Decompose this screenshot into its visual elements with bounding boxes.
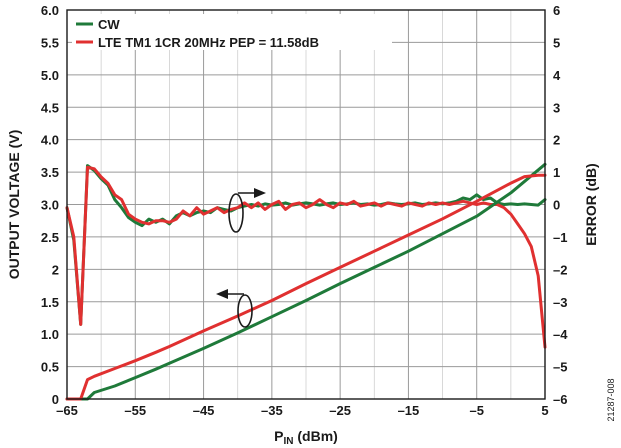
y-left-tick-label: 0 [52, 392, 59, 407]
y-left-tick-label: 6.0 [41, 3, 59, 18]
y-right-tick-label: 4 [553, 68, 561, 83]
y-right-tick-label: 3 [553, 100, 560, 115]
legend-background [72, 14, 392, 32]
x-tick-label: –45 [193, 403, 215, 418]
annotations [216, 188, 266, 328]
arrow-left-icon [216, 289, 228, 299]
series-line-0 [65, 164, 547, 326]
y-right-tick-label: 1 [553, 165, 560, 180]
figure-code: 21287-008 [606, 378, 616, 421]
y-right-tick-label: –3 [553, 295, 567, 310]
y-axis-left-title: OUTPUT VOLTAGE (V) [6, 130, 22, 280]
series-line-3 [65, 173, 547, 401]
legend-label: LTE TM1 1CR 20MHz PEP = 11.58dB [98, 35, 319, 50]
voltage-axis-indicator-ellipse [237, 294, 253, 328]
legend: CW LTE TM1 1CR 20MHz PEP = 11.58dB [72, 14, 392, 50]
y-left-tick-label: 4.0 [41, 133, 59, 148]
y-right-tick-label: –1 [553, 230, 567, 245]
legend-background [72, 32, 392, 50]
series-line-1 [65, 165, 547, 349]
x-tick-label: 5 [541, 403, 548, 418]
x-tick-label: –65 [56, 403, 78, 418]
y-left-tick-label: 3.0 [41, 198, 59, 213]
legend-label: CW [98, 17, 120, 32]
y-left-tick-label: 1.0 [41, 327, 59, 342]
y-right-tick-label: –4 [553, 327, 568, 342]
y-left-tick-label: 2.5 [41, 230, 59, 245]
x-tick-label: –35 [261, 403, 283, 418]
y-right-tick-label: –5 [553, 360, 567, 375]
x-tick-label: –5 [469, 403, 483, 418]
y-right-tick-label: 2 [553, 133, 560, 148]
x-axis-title-unit: (dBm) [294, 428, 338, 444]
plot-frame [66, 9, 546, 400]
y-right-tick-label: 5 [553, 35, 560, 50]
y-right-tick-label: 0 [553, 198, 560, 213]
x-axis-title-subscript: IN [284, 436, 294, 447]
y-left-tick-label: 1.5 [41, 295, 59, 310]
tick-labels: –65 –55 –45 –35 –25 –15 –5 500.51.01.522.53.03.… [41, 3, 568, 418]
x-tick-label: –55 [124, 403, 146, 418]
y-axis-right-title: ERROR (dB) [583, 163, 599, 245]
y-left-tick-label: 4.5 [41, 100, 59, 115]
x-tick-label: –25 [329, 403, 351, 418]
y-left-tick-label: 2 [52, 262, 59, 277]
error-axis-indicator-ellipse [228, 193, 244, 233]
x-tick-label: –15 [398, 403, 420, 418]
y-right-tick-label: –6 [553, 392, 567, 407]
y-left-tick-label: 3.5 [41, 165, 59, 180]
y-right-tick-label: –2 [553, 262, 567, 277]
arrow-right-icon [254, 188, 266, 198]
series-line-2 [65, 162, 547, 401]
y-right-tick-label: 6 [553, 3, 560, 18]
x-axis-title-main: P [274, 428, 283, 444]
x-axis-title: PIN (dBm) [274, 428, 338, 447]
series-layer [65, 162, 547, 401]
y-left-tick-label: 0.5 [41, 360, 59, 375]
y-left-tick-label: 5.0 [41, 68, 59, 83]
y-left-tick-label: 5.5 [41, 35, 59, 50]
